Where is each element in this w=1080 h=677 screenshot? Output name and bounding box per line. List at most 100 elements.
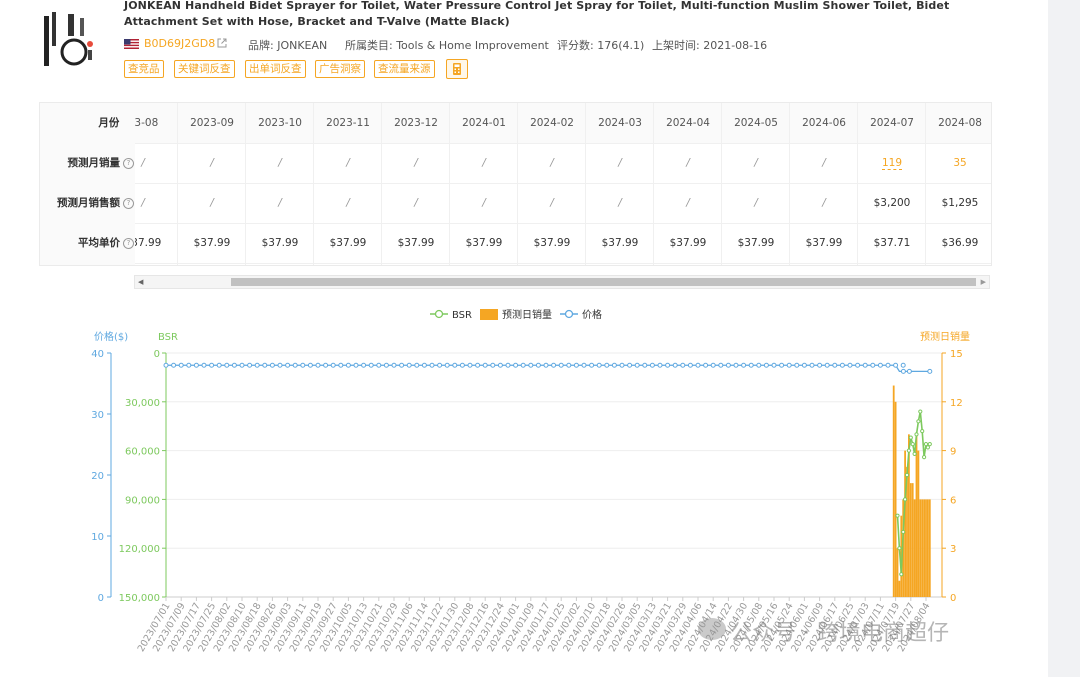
scroll-right-icon[interactable]: ▶ — [980, 278, 986, 286]
sales-bar — [913, 499, 916, 597]
price-marker — [414, 362, 420, 368]
price-marker — [893, 362, 899, 368]
price-marker — [566, 362, 572, 368]
keyword-reverse-button[interactable]: 关键词反查 — [174, 60, 235, 78]
price-marker — [573, 362, 579, 368]
sales-axis-title: 预测日销量 — [920, 330, 970, 343]
month-header-cell: 2024-02 — [518, 103, 586, 144]
sales-bar — [915, 434, 918, 597]
price-marker — [444, 362, 450, 368]
scroll-left-icon[interactable]: ◀ — [138, 278, 144, 286]
price-marker — [558, 362, 564, 368]
sales-bar — [906, 466, 908, 597]
units-cell: / — [654, 143, 722, 184]
revenue-cell: $1,295 — [926, 183, 991, 224]
external-link-icon[interactable] — [216, 37, 228, 49]
price-marker — [201, 362, 207, 368]
revenue-cell: / — [518, 183, 586, 224]
price-marker — [345, 362, 351, 368]
table-column: 2024-07 119 $3,200 $37.71 — [857, 103, 926, 265]
price-cell: $37.99 — [246, 223, 314, 264]
price-marker — [315, 362, 321, 368]
price-marker — [171, 362, 177, 368]
price-marker — [452, 362, 458, 368]
table-column: 23-08//$37.99 — [135, 103, 177, 265]
sales-bar — [894, 401, 897, 597]
price-marker — [399, 362, 405, 368]
price-marker — [862, 362, 868, 368]
units-cell: / — [518, 143, 586, 184]
bsr-marker — [914, 432, 919, 437]
price-marker — [254, 362, 260, 368]
bsr-marker — [906, 448, 912, 453]
bsr-tick-label: 120,000 — [119, 544, 160, 555]
asin-link[interactable]: B0D69J2GD8 — [144, 37, 216, 50]
table-column: 2024-03// $37.99 — [585, 103, 654, 265]
category: 所属类目: Tools & Home Improvement — [345, 39, 549, 52]
price-marker — [596, 362, 602, 368]
order-keyword-reverse-button[interactable]: 出单词反查 — [245, 60, 306, 78]
price-tick-label: 40 — [91, 349, 104, 360]
price-marker — [665, 362, 671, 368]
monthly-sales-table: 月份 预测月销量? 预测月销售额? 平均单价? 23-08//$37.99202… — [39, 102, 992, 266]
product-thumbnail[interactable] — [38, 8, 102, 72]
price-marker — [353, 362, 359, 368]
bsr-marker — [916, 419, 921, 424]
sales-bar — [921, 499, 924, 597]
price-marker — [186, 362, 192, 368]
us-flag-icon — [124, 39, 139, 49]
help-icon[interactable]: ? — [123, 158, 134, 169]
price-marker — [824, 362, 830, 368]
price-marker — [528, 362, 534, 368]
price-marker — [467, 362, 473, 368]
units-cell: / — [382, 143, 450, 184]
price-marker — [497, 362, 503, 368]
ad-insight-button[interactable]: 广告洞察 — [315, 60, 365, 78]
price-marker — [163, 362, 169, 368]
price-cell: $37.99 — [518, 223, 586, 264]
bsr-tick-label: 60,000 — [125, 447, 160, 458]
month-header-cell: 2023-10 — [246, 103, 314, 144]
scrollbar-thumb[interactable] — [231, 278, 976, 286]
help-icon[interactable]: ? — [123, 238, 134, 249]
bsr-marker — [922, 455, 927, 460]
price-cell: $37.71 — [858, 223, 926, 264]
price-marker — [391, 362, 397, 368]
sales-bar — [919, 499, 922, 597]
table-column: 2023-10// $37.99 — [245, 103, 314, 265]
price-tick-label: 30 — [91, 410, 104, 421]
traffic-source-button[interactable]: 查流量来源 — [374, 60, 435, 78]
calculator-icon[interactable] — [446, 59, 468, 79]
price-marker — [376, 362, 382, 368]
price-marker — [794, 362, 800, 368]
price-marker — [703, 362, 709, 368]
price-marker — [247, 362, 253, 368]
help-icon[interactable]: ? — [123, 198, 134, 209]
price-marker — [680, 362, 686, 368]
revenue-cell: $3,200 — [858, 183, 926, 224]
price-marker — [513, 362, 519, 368]
price-marker — [763, 362, 769, 368]
price-marker — [695, 362, 701, 368]
sales-bar — [909, 483, 912, 597]
price-marker — [927, 368, 933, 374]
price-marker — [490, 362, 496, 368]
find-competitors-button[interactable]: 查竞品 — [124, 60, 164, 78]
units-cell: / — [314, 143, 382, 184]
price-marker — [209, 362, 215, 368]
revenue-cell: / — [382, 183, 450, 224]
table-scroll-area[interactable]: 23-08//$37.992023-09//$37.992023-10//$37… — [135, 103, 991, 265]
revenue-cell: / — [314, 183, 382, 224]
price-marker — [817, 362, 823, 368]
sales-bar — [911, 483, 914, 597]
price-marker — [361, 362, 367, 368]
price-marker — [710, 362, 716, 368]
price-tick-label: 10 — [91, 532, 104, 543]
units-cell: / — [178, 143, 246, 184]
price-marker — [832, 362, 838, 368]
revenue-cell: / — [790, 183, 858, 224]
units-cell: / — [135, 143, 177, 184]
price-marker — [786, 362, 792, 368]
price-marker — [429, 362, 435, 368]
horizontal-scrollbar[interactable]: ◀ ▶ — [134, 275, 990, 289]
